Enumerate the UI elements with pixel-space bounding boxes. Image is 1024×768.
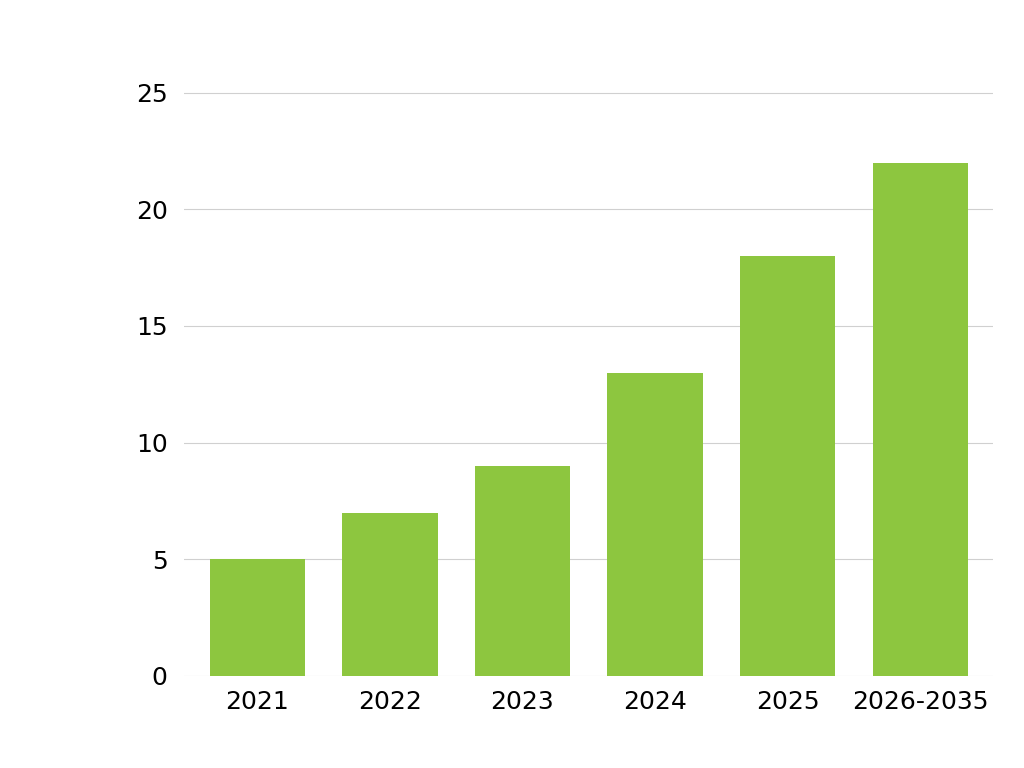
Bar xyxy=(210,559,305,676)
Bar xyxy=(607,372,702,676)
Bar xyxy=(740,256,836,676)
Bar xyxy=(342,512,437,676)
Bar xyxy=(475,466,570,676)
Bar xyxy=(872,163,968,676)
